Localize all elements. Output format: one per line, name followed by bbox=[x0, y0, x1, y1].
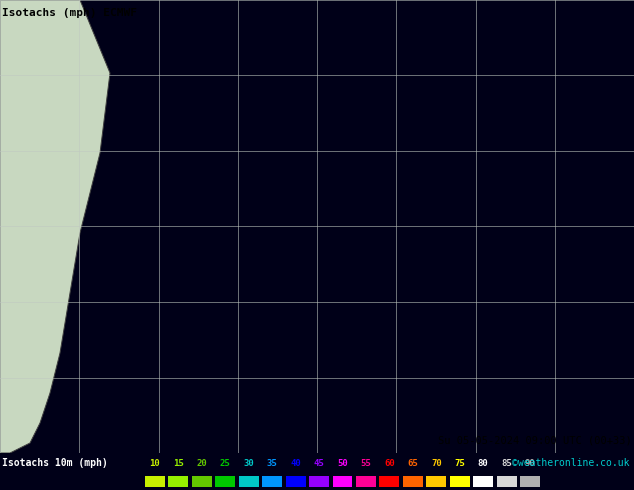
Text: 35: 35 bbox=[267, 459, 278, 467]
Bar bbox=[450, 476, 470, 487]
Bar bbox=[192, 476, 212, 487]
Bar bbox=[333, 476, 353, 487]
Text: 20: 20 bbox=[197, 459, 207, 467]
Text: 55: 55 bbox=[361, 459, 372, 467]
Text: 60: 60 bbox=[384, 459, 395, 467]
Bar bbox=[426, 476, 446, 487]
Text: 10: 10 bbox=[150, 459, 160, 467]
Bar bbox=[262, 476, 282, 487]
Text: 65: 65 bbox=[408, 459, 418, 467]
Text: 25: 25 bbox=[220, 459, 231, 467]
Text: 85: 85 bbox=[501, 459, 512, 467]
Bar bbox=[239, 476, 259, 487]
Text: 75: 75 bbox=[455, 459, 465, 467]
Bar bbox=[216, 476, 235, 487]
Bar bbox=[379, 476, 399, 487]
Text: 30: 30 bbox=[243, 459, 254, 467]
Text: 45: 45 bbox=[314, 459, 325, 467]
Text: ©weatheronline.co.uk: ©weatheronline.co.uk bbox=[512, 458, 630, 468]
Bar bbox=[473, 476, 493, 487]
Text: Isotachs (mph) ECMWF: Isotachs (mph) ECMWF bbox=[2, 8, 137, 18]
Bar bbox=[309, 476, 329, 487]
Bar bbox=[403, 476, 423, 487]
Bar bbox=[145, 476, 165, 487]
Text: Isotachs 10m (mph): Isotachs 10m (mph) bbox=[2, 458, 108, 468]
Bar bbox=[496, 476, 517, 487]
Polygon shape bbox=[0, 0, 110, 453]
Bar bbox=[356, 476, 376, 487]
Text: 80: 80 bbox=[478, 459, 489, 467]
Bar bbox=[520, 476, 540, 487]
Bar bbox=[169, 476, 188, 487]
Text: 40: 40 bbox=[290, 459, 301, 467]
Text: 15: 15 bbox=[173, 459, 184, 467]
Text: 50: 50 bbox=[337, 459, 348, 467]
Text: 90: 90 bbox=[524, 459, 535, 467]
Text: 70: 70 bbox=[431, 459, 442, 467]
Text: Su 05-05-2024 09:00 UTC (00+33): Su 05-05-2024 09:00 UTC (00+33) bbox=[438, 435, 632, 445]
Bar bbox=[286, 476, 306, 487]
